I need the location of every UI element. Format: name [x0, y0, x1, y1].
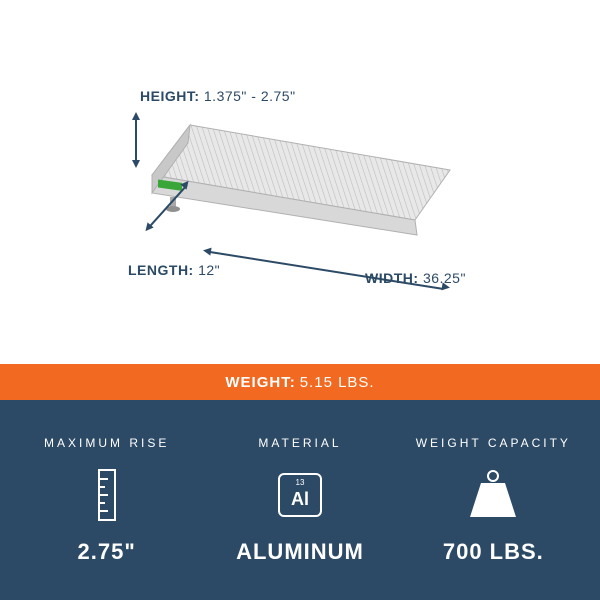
spec-capacity-title: WEIGHT CAPACITY: [416, 436, 571, 450]
element-number: 13: [296, 478, 305, 487]
length-label: LENGTH: 12": [128, 262, 220, 278]
spec-capacity-value: 700 LBS.: [443, 539, 544, 565]
height-arrow-line: [135, 118, 137, 162]
periodic-element-icon: 13 Al: [277, 468, 323, 523]
spec-material-value: ALUMINUM: [236, 539, 364, 565]
weight-icon: [466, 468, 520, 523]
specs-panel: MAXIMUM RISE 2.75" MATERIAL 13 Al ALUMIN…: [0, 400, 600, 600]
element-symbol: Al: [291, 489, 309, 509]
ramp-illustration: [140, 115, 470, 275]
height-label: HEIGHT: 1.375" - 2.75": [140, 88, 296, 104]
height-value: 1.375" - 2.75": [204, 88, 296, 104]
weight-bar: WEIGHT: 5.15 LBS.: [0, 364, 600, 400]
height-key: HEIGHT:: [140, 88, 200, 104]
height-arrow-down: [132, 160, 140, 168]
weight-value: 5.15 LBS.: [300, 374, 375, 391]
spec-rise-title: MAXIMUM RISE: [44, 436, 169, 450]
width-arrow-head-left: [202, 246, 211, 255]
height-arrow-up: [132, 112, 140, 120]
spec-material: MATERIAL 13 Al ALUMINUM: [203, 436, 396, 565]
spec-rise-value: 2.75": [78, 539, 136, 565]
length-value: 12": [198, 262, 220, 278]
weight-label: WEIGHT:: [225, 374, 295, 391]
product-dimension-area: HEIGHT: 1.375" - 2.75" LENGTH: 12" WIDTH…: [0, 0, 600, 364]
ruler-icon: [98, 468, 116, 523]
spec-maximum-rise: MAXIMUM RISE 2.75": [10, 436, 203, 565]
spec-weight-capacity: WEIGHT CAPACITY 700 LBS.: [397, 436, 590, 565]
spec-material-title: MATERIAL: [258, 436, 341, 450]
length-key: LENGTH:: [128, 262, 194, 278]
width-arrow-head-right: [441, 282, 450, 291]
